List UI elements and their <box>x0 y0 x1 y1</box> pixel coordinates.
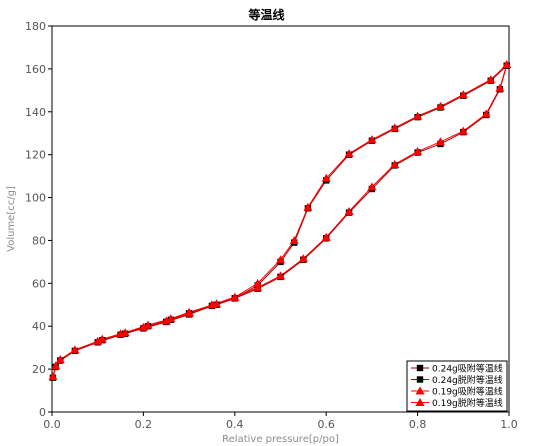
data-point-s3 <box>344 149 354 158</box>
series-line-2 <box>52 64 508 377</box>
legend-marker <box>415 386 425 395</box>
data-point-s3 <box>289 235 299 244</box>
series-line-3 <box>102 64 508 340</box>
y-tick-label: 120 <box>25 149 46 162</box>
data-point-s3 <box>212 299 222 308</box>
data-point-s3 <box>321 173 331 182</box>
data-point-s3 <box>184 307 194 316</box>
data-point-s3 <box>253 278 263 287</box>
data-point-s2 <box>276 271 285 280</box>
data-point-s3 <box>166 314 176 323</box>
x-tick-label: 0.8 <box>409 418 427 431</box>
data-point-s2 <box>321 232 331 241</box>
y-axis-label: Volume[cc/g] <box>6 186 17 252</box>
data-point-s2 <box>344 206 354 215</box>
data-point-s2 <box>48 372 58 381</box>
data-point-s3 <box>486 75 496 84</box>
data-point-s3 <box>230 292 240 301</box>
legend-label: 0.19g脱附等温线 <box>432 397 503 409</box>
y-tick-label: 180 <box>25 20 46 33</box>
legend-marker <box>416 364 424 372</box>
y-tick-label: 60 <box>32 277 46 290</box>
data-point-s3 <box>120 328 130 337</box>
y-tick-label: 80 <box>32 234 46 247</box>
legend-marker <box>415 398 425 406</box>
data-point-s2 <box>367 182 377 191</box>
legend-label: 0.24g吸附等温线 <box>432 363 503 375</box>
data-point-s2 <box>55 354 65 363</box>
data-point-s2 <box>138 322 148 331</box>
y-tick-label: 160 <box>25 63 46 76</box>
plot-frame <box>51 25 510 413</box>
data-point-s3 <box>367 135 377 144</box>
y-tick-label: 40 <box>32 320 46 333</box>
data-point-s2 <box>70 345 80 354</box>
data-point-s3 <box>276 255 285 264</box>
x-axis-label: Relative pressure[p/po] <box>222 434 339 445</box>
chart-title: 等温线 <box>248 8 285 22</box>
data-point-s2 <box>51 361 61 370</box>
series-line-1 <box>102 65 508 341</box>
x-tick-label: 1.0 <box>500 418 518 431</box>
data-point-s2 <box>458 126 468 135</box>
data-point-s2 <box>298 254 308 263</box>
data-point-s3 <box>502 60 512 69</box>
data-point-s2 <box>435 137 445 146</box>
legend-label: 0.24g脱附等温线 <box>432 374 503 386</box>
y-tick-label: 0 <box>39 406 46 419</box>
data-point-s2 <box>253 283 263 292</box>
x-tick-label: 0.4 <box>226 418 244 431</box>
data-point-s2 <box>413 146 423 155</box>
x-tick-label: 0.6 <box>317 418 335 431</box>
legend-label: 0.19g吸附等温线 <box>432 386 503 398</box>
data-point-s3 <box>458 90 468 99</box>
data-point-s3 <box>435 101 445 110</box>
y-tick-label: 140 <box>25 106 46 119</box>
legend-marker <box>416 376 424 383</box>
data-point-s3 <box>97 334 107 343</box>
y-tick-label: 100 <box>25 192 46 205</box>
data-point-s2 <box>481 109 491 118</box>
x-tick-label: 0.0 <box>43 418 61 431</box>
data-point-s3 <box>303 202 313 211</box>
data-point-s2 <box>93 336 103 345</box>
data-point-s2 <box>390 159 400 168</box>
data-point-s3 <box>390 123 400 132</box>
data-point-s3 <box>413 111 423 120</box>
data-point-s3 <box>143 320 153 329</box>
data-point-s2 <box>495 83 505 92</box>
y-tick-label: 20 <box>32 363 46 376</box>
data-point-s2 <box>161 316 171 325</box>
x-tick-label: 0.2 <box>135 418 153 431</box>
